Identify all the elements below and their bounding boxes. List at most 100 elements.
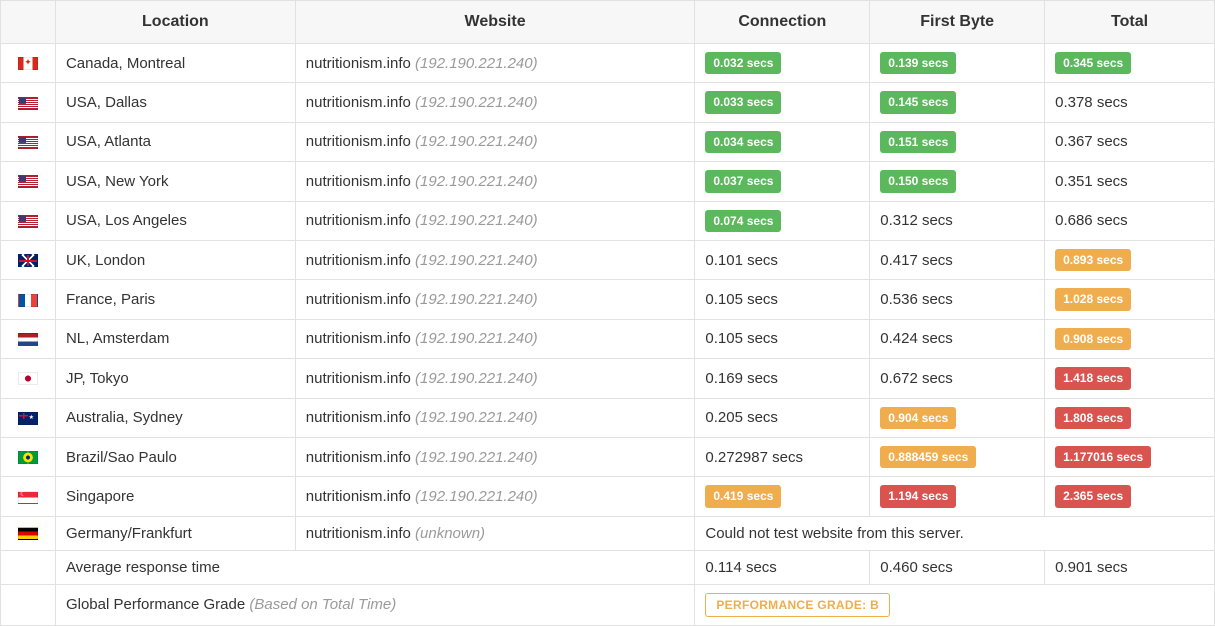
- column-header-first-byte[interactable]: First Byte: [870, 1, 1045, 44]
- website-ip: (192.190.221.240): [415, 212, 538, 229]
- flag-cell: [1, 240, 56, 279]
- average-label: Average response time: [55, 550, 694, 584]
- column-header-location[interactable]: Location: [55, 1, 295, 44]
- timing-badge: 1.028 secs: [1055, 288, 1131, 310]
- website-ip: (192.190.221.240): [415, 55, 538, 72]
- timing-value: 0.686 secs: [1055, 212, 1128, 229]
- total-cell: 1.808 secs: [1045, 398, 1215, 437]
- table-row: UK, Londonnutritionism.info (192.190.221…: [1, 240, 1215, 279]
- first-byte-cell: 0.424 secs: [870, 319, 1045, 358]
- flag-cell: [1, 319, 56, 358]
- first-byte-cell: 0.139 secs: [870, 44, 1045, 83]
- timing-value: 0.205 secs: [705, 409, 778, 426]
- total-cell: 1.177016 secs: [1045, 437, 1215, 476]
- location-cell: France, Paris: [55, 280, 295, 319]
- timing-badge: 1.808 secs: [1055, 407, 1131, 429]
- timing-value: 0.105 secs: [705, 330, 778, 347]
- table-row: NL, Amsterdamnutritionism.info (192.190.…: [1, 319, 1215, 358]
- first-byte-cell: 0.151 secs: [870, 122, 1045, 161]
- website-cell: nutritionism.info (unknown): [295, 516, 695, 550]
- flag-icon: [18, 136, 38, 149]
- website-domain: nutritionism.info: [306, 291, 411, 308]
- performance-grade-badge: PERFORMANCE GRADE: B: [705, 593, 890, 617]
- timing-value: 0.672 secs: [880, 370, 953, 387]
- flag-cell: [1, 477, 56, 516]
- connection-cell: 0.101 secs: [695, 240, 870, 279]
- website-cell: nutritionism.info (192.190.221.240): [295, 319, 695, 358]
- column-header-total[interactable]: Total: [1045, 1, 1215, 44]
- website-cell: nutritionism.info (192.190.221.240): [295, 437, 695, 476]
- website-cell: nutritionism.info (192.190.221.240): [295, 398, 695, 437]
- website-ip: (192.190.221.240): [415, 488, 538, 505]
- timing-badge: 0.888459 secs: [880, 446, 976, 468]
- timing-badge: 0.908 secs: [1055, 328, 1131, 350]
- empty-cell: [1, 584, 56, 625]
- location-cell: USA, Atlanta: [55, 122, 295, 161]
- table-row: USA, Atlantanutritionism.info (192.190.2…: [1, 122, 1215, 161]
- timing-badge: 0.151 secs: [880, 131, 956, 153]
- total-cell: 0.908 secs: [1045, 319, 1215, 358]
- location-cell: NL, Amsterdam: [55, 319, 295, 358]
- error-message: Could not test website from this server.: [695, 516, 1215, 550]
- timing-value: 0.169 secs: [705, 370, 778, 387]
- table-row: USA, Dallasnutritionism.info (192.190.22…: [1, 83, 1215, 122]
- location-cell: Australia, Sydney: [55, 398, 295, 437]
- total-cell: 0.345 secs: [1045, 44, 1215, 83]
- first-byte-cell: 0.312 secs: [870, 201, 1045, 240]
- timing-badge: 0.033 secs: [705, 91, 781, 113]
- timing-value: 0.272987 secs: [705, 449, 803, 466]
- website-ip: (192.190.221.240): [415, 173, 538, 190]
- connection-cell: 0.037 secs: [695, 162, 870, 201]
- latency-results-table: Location Website Connection First Byte T…: [0, 0, 1215, 626]
- timing-value: 0.536 secs: [880, 291, 953, 308]
- location-cell: Singapore: [55, 477, 295, 516]
- flag-cell: [1, 280, 56, 319]
- connection-cell: 0.105 secs: [695, 319, 870, 358]
- connection-cell: 0.074 secs: [695, 201, 870, 240]
- website-domain: nutritionism.info: [306, 449, 411, 466]
- website-ip: (192.190.221.240): [415, 291, 538, 308]
- table-row: Australia, Sydneynutritionism.info (192.…: [1, 398, 1215, 437]
- flag-icon: [18, 254, 38, 267]
- timing-badge: 1.177016 secs: [1055, 446, 1151, 468]
- flag-icon: [18, 97, 38, 110]
- location-cell: USA, Dallas: [55, 83, 295, 122]
- average-first-byte: 0.460 secs: [870, 550, 1045, 584]
- flag-cell: [1, 122, 56, 161]
- connection-cell: 0.032 secs: [695, 44, 870, 83]
- connection-cell: 0.419 secs: [695, 477, 870, 516]
- flag-cell: [1, 398, 56, 437]
- column-header-website[interactable]: Website: [295, 1, 695, 44]
- timing-badge: 0.150 secs: [880, 170, 956, 192]
- website-domain: nutritionism.info: [306, 173, 411, 190]
- timing-value: 0.312 secs: [880, 212, 953, 229]
- timing-badge: 0.034 secs: [705, 131, 781, 153]
- total-cell: 1.418 secs: [1045, 359, 1215, 398]
- location-cell: JP, Tokyo: [55, 359, 295, 398]
- flag-icon: [18, 294, 38, 307]
- location-cell: Germany/Frankfurt: [55, 516, 295, 550]
- location-cell: Canada, Montreal: [55, 44, 295, 83]
- location-cell: USA, New York: [55, 162, 295, 201]
- connection-cell: 0.205 secs: [695, 398, 870, 437]
- website-ip: (unknown): [415, 525, 485, 542]
- flag-icon: [18, 451, 38, 464]
- flag-icon: [18, 175, 38, 188]
- website-cell: nutritionism.info (192.190.221.240): [295, 83, 695, 122]
- average-connection: 0.114 secs: [695, 550, 870, 584]
- timing-badge: 2.365 secs: [1055, 485, 1131, 507]
- first-byte-cell: 0.150 secs: [870, 162, 1045, 201]
- flag-icon: [18, 215, 38, 228]
- column-header-connection[interactable]: Connection: [695, 1, 870, 44]
- website-ip: (192.190.221.240): [415, 370, 538, 387]
- grade-label-note: (Based on Total Time): [249, 596, 396, 613]
- first-byte-cell: 0.904 secs: [870, 398, 1045, 437]
- website-domain: nutritionism.info: [306, 252, 411, 269]
- website-cell: nutritionism.info (192.190.221.240): [295, 44, 695, 83]
- grade-row: Global Performance Grade (Based on Total…: [1, 584, 1215, 625]
- website-ip: (192.190.221.240): [415, 409, 538, 426]
- flag-cell: [1, 359, 56, 398]
- grade-label-cell: Global Performance Grade (Based on Total…: [55, 584, 694, 625]
- grade-badge-cell: PERFORMANCE GRADE: B: [695, 584, 1215, 625]
- website-domain: nutritionism.info: [306, 330, 411, 347]
